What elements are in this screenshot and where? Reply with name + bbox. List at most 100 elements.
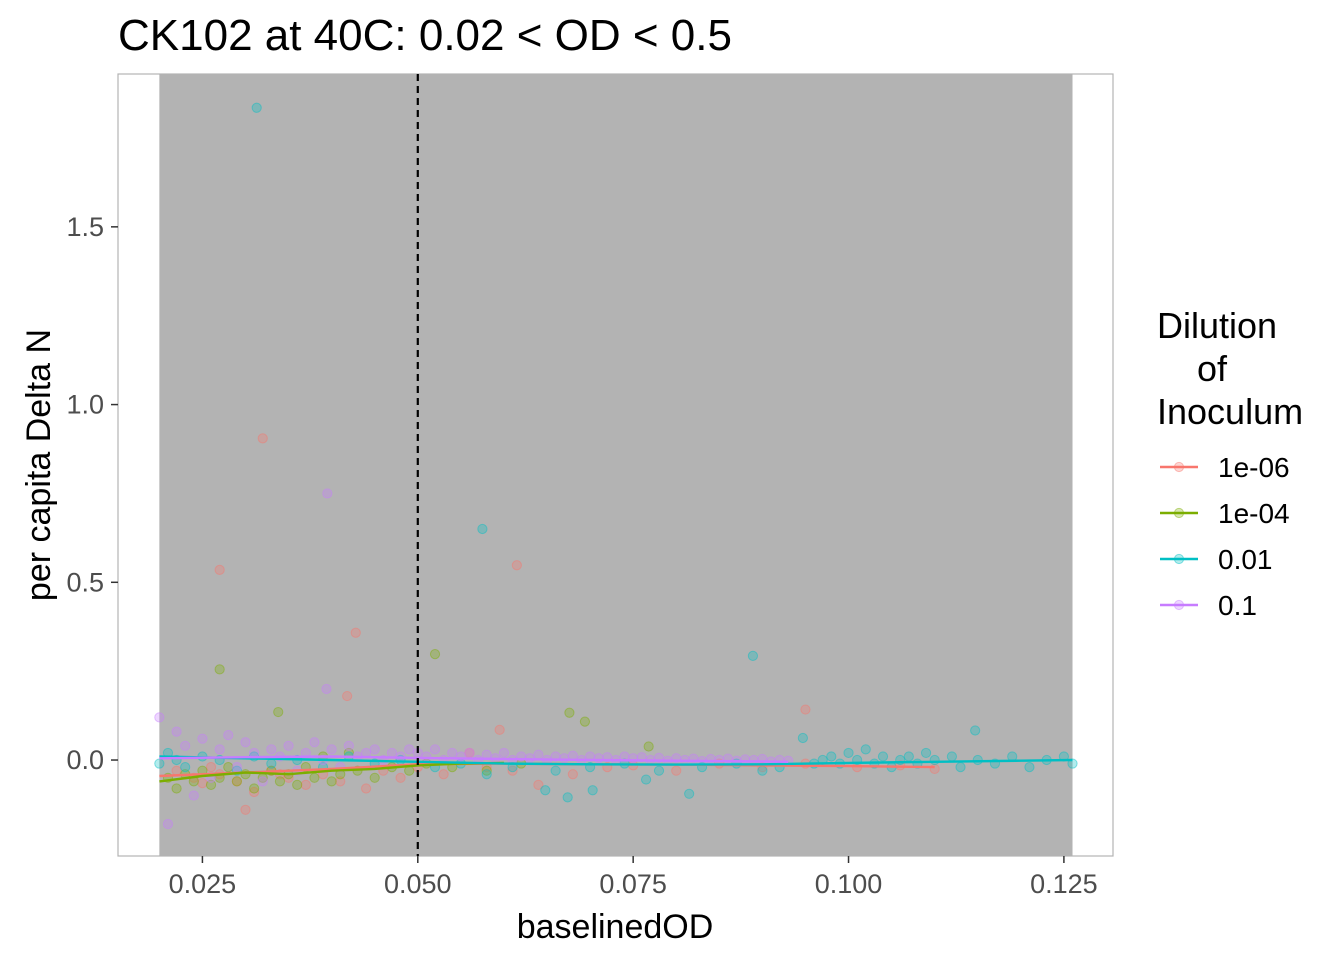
data-point: [447, 747, 458, 759]
legend-title-line: of: [1157, 348, 1228, 389]
data-point: [214, 664, 225, 675]
data-point: [273, 706, 284, 718]
data-point: [342, 690, 353, 702]
smooth-line: [159, 755, 1073, 766]
data-point: [946, 751, 958, 762]
data-point: [171, 783, 182, 794]
x-tick-label: 0.025: [169, 869, 237, 899]
data-point: [929, 754, 940, 766]
data-point: [494, 724, 505, 735]
data-point: [214, 744, 225, 755]
legend-items: 1e-06 1e-04 0.01 0.1: [1160, 452, 1290, 621]
data-point: [274, 776, 286, 787]
data-point: [326, 776, 337, 787]
data-point: [671, 765, 682, 776]
legend-title-line: Dilution: [1157, 305, 1277, 346]
data-point: [205, 762, 217, 773]
data-point: [386, 747, 398, 759]
data-point: [321, 683, 332, 695]
data-point: [455, 751, 466, 762]
legend-key-point: [1173, 507, 1185, 519]
y-tick-label: 0.5: [66, 567, 104, 597]
y-tick-label: 1.0: [66, 390, 104, 420]
data-point: [860, 744, 871, 755]
data-point: [920, 747, 932, 759]
shaded-region: [159, 74, 1073, 856]
data-point: [1067, 758, 1078, 769]
data-point: [292, 779, 303, 791]
data-point: [929, 763, 940, 775]
data-point: [335, 776, 346, 787]
legend-title: Dilution of Inoculum: [1157, 305, 1303, 432]
data-point: [309, 737, 320, 748]
legend-item: 1e-06: [1160, 452, 1290, 483]
data-point: [653, 765, 665, 776]
data-point: [240, 737, 251, 748]
data-point: [350, 627, 361, 638]
x-axis-title: baselinedOD: [517, 908, 714, 946]
data-point: [266, 744, 277, 755]
data-point: [369, 744, 380, 755]
data-point: [240, 769, 251, 780]
data-point: [240, 804, 251, 815]
data-point: [533, 779, 544, 791]
data-point: [154, 758, 165, 769]
legend-label: 1e-04: [1218, 498, 1290, 529]
data-point: [955, 762, 966, 773]
data-point: [180, 762, 191, 773]
legend-item: 1e-04: [1160, 498, 1290, 529]
data-point: [429, 649, 441, 660]
legend-title-line: Inoculum: [1157, 391, 1303, 432]
data-point: [684, 788, 695, 799]
data-point: [559, 753, 570, 764]
data-point: [481, 765, 492, 776]
data-point: [587, 785, 598, 796]
data-point: [567, 769, 578, 780]
data-point: [361, 783, 372, 794]
data-point: [757, 765, 768, 776]
data-point: [826, 751, 837, 762]
data-point: [747, 650, 759, 661]
x-tick-label: 0.075: [599, 869, 667, 899]
data-point: [970, 725, 981, 736]
data-point: [507, 765, 518, 776]
data-point: [481, 769, 492, 780]
data-point: [395, 772, 406, 783]
data-point: [251, 102, 262, 113]
data-point: [197, 733, 208, 744]
data-point: [540, 785, 551, 796]
data-point: [180, 740, 191, 751]
data-point: [797, 732, 808, 744]
y-tick-label: 1.5: [66, 212, 104, 242]
y-axis: 0.0 0.5 1.0 1.5: [66, 212, 118, 775]
data-point: [421, 751, 432, 762]
legend: Dilution of Inoculum 1e-06 1e-04 0.01 0.1: [1157, 305, 1303, 621]
plot-panel: [117, 73, 1114, 857]
x-tick-label: 0.050: [384, 869, 452, 899]
y-tick-label: 0.0: [66, 745, 104, 775]
data-point: [550, 765, 561, 776]
data-point: [231, 776, 242, 787]
legend-item: 0.01: [1160, 544, 1273, 575]
data-point: [266, 758, 277, 769]
data-point: [843, 747, 854, 759]
data-point: [171, 765, 182, 776]
smooth-line: [159, 755, 789, 763]
data-point: [300, 779, 311, 791]
legend-label: 0.1: [1218, 590, 1257, 621]
data-point: [903, 751, 914, 762]
data-point: [369, 772, 380, 783]
data-point: [171, 726, 182, 737]
data-point: [343, 740, 354, 751]
data-point: [214, 564, 225, 575]
x-tick-label: 0.125: [1030, 869, 1098, 899]
data-point: [257, 776, 268, 787]
data-point: [562, 792, 573, 803]
legend-key-point: [1173, 599, 1185, 611]
data-point: [162, 818, 174, 830]
smooth-line: [159, 761, 504, 783]
data-point: [464, 747, 475, 759]
data-point: [740, 754, 751, 765]
x-tick-label: 0.100: [815, 869, 883, 899]
chart-title: CK102 at 40C: 0.02 < OD < 0.5: [118, 11, 732, 60]
